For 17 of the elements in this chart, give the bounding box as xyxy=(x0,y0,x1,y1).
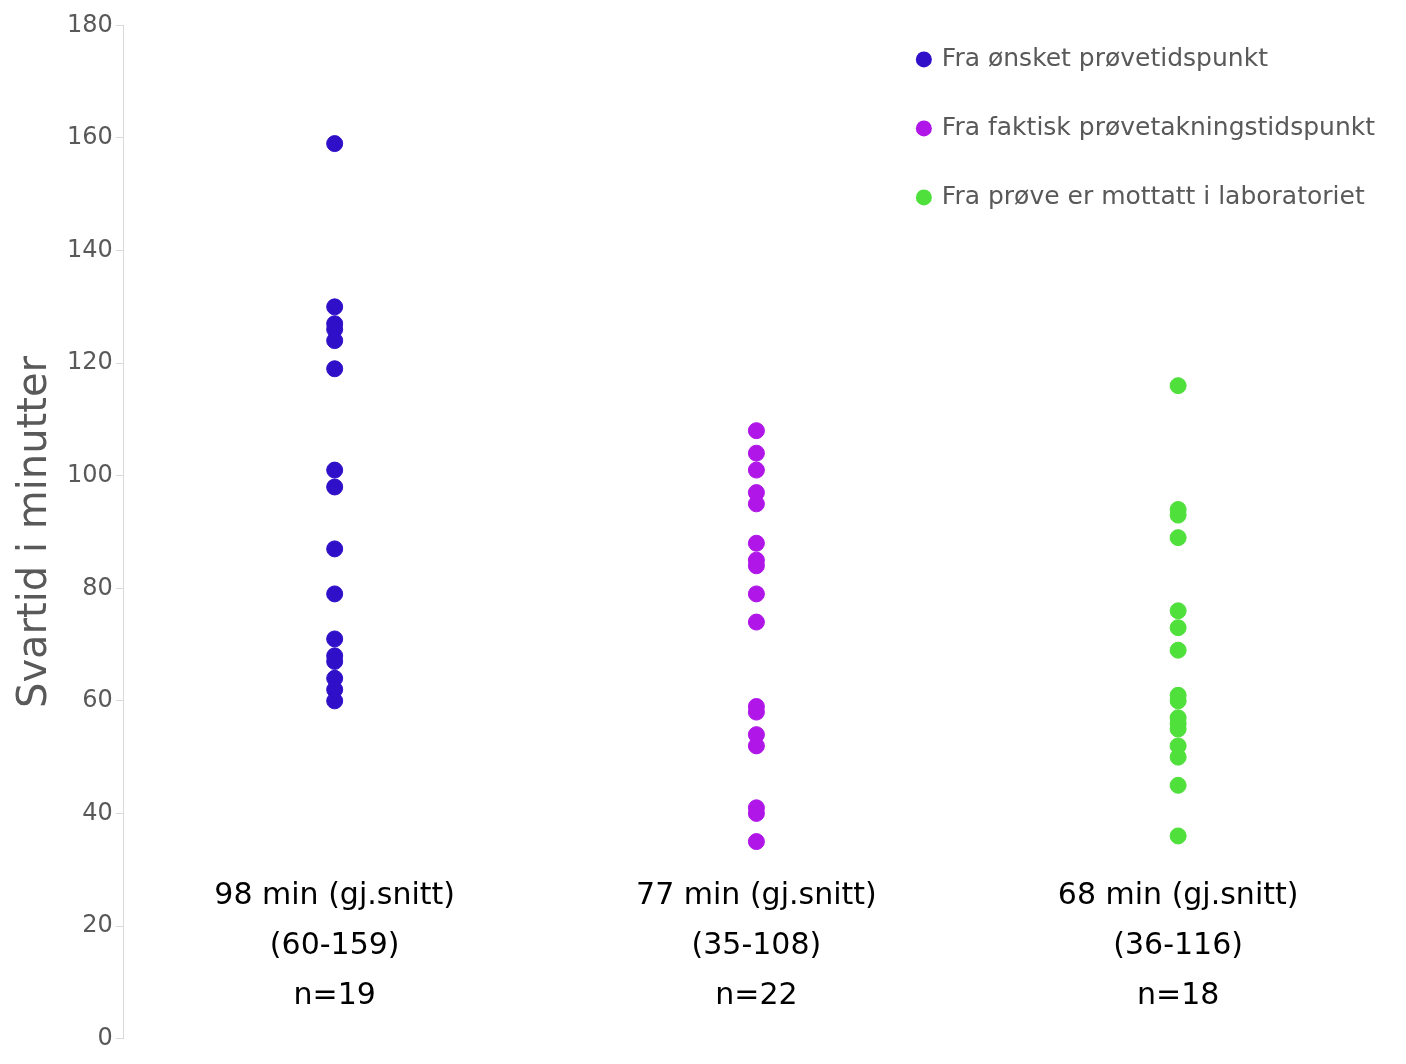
y-tick-label: 40 xyxy=(82,797,113,826)
legend-label: Fra faktisk prøvetakningstidspunkt xyxy=(941,111,1376,141)
y-tick-label: 160 xyxy=(67,122,113,151)
y-tick-label: 140 xyxy=(67,234,113,263)
y-tick-label: 180 xyxy=(67,9,113,38)
y-tick-label: 0 xyxy=(97,1022,113,1051)
y-axis-title: Svartid i minutter xyxy=(9,355,56,708)
x-tick-label: 77 min (gj.snitt) (35-108) n=22 xyxy=(636,876,877,1012)
x-tick-label: 68 min (gj.snitt) (36-116) n=18 xyxy=(1057,876,1299,1012)
y-tick-label: 100 xyxy=(67,459,113,488)
y-tick-label: 80 xyxy=(82,572,113,601)
y-tick-label: 60 xyxy=(82,685,113,714)
y-tick-label: 20 xyxy=(82,910,113,939)
y-tick-label: 120 xyxy=(67,347,113,376)
legend-label: Fra ønsket prøvetidspunkt xyxy=(941,42,1269,72)
legend-label: Fra prøve er mottatt i laboratoriet xyxy=(941,180,1365,210)
x-tick-label: 98 min (gj.snitt) (60-159) n=19 xyxy=(214,876,455,1012)
